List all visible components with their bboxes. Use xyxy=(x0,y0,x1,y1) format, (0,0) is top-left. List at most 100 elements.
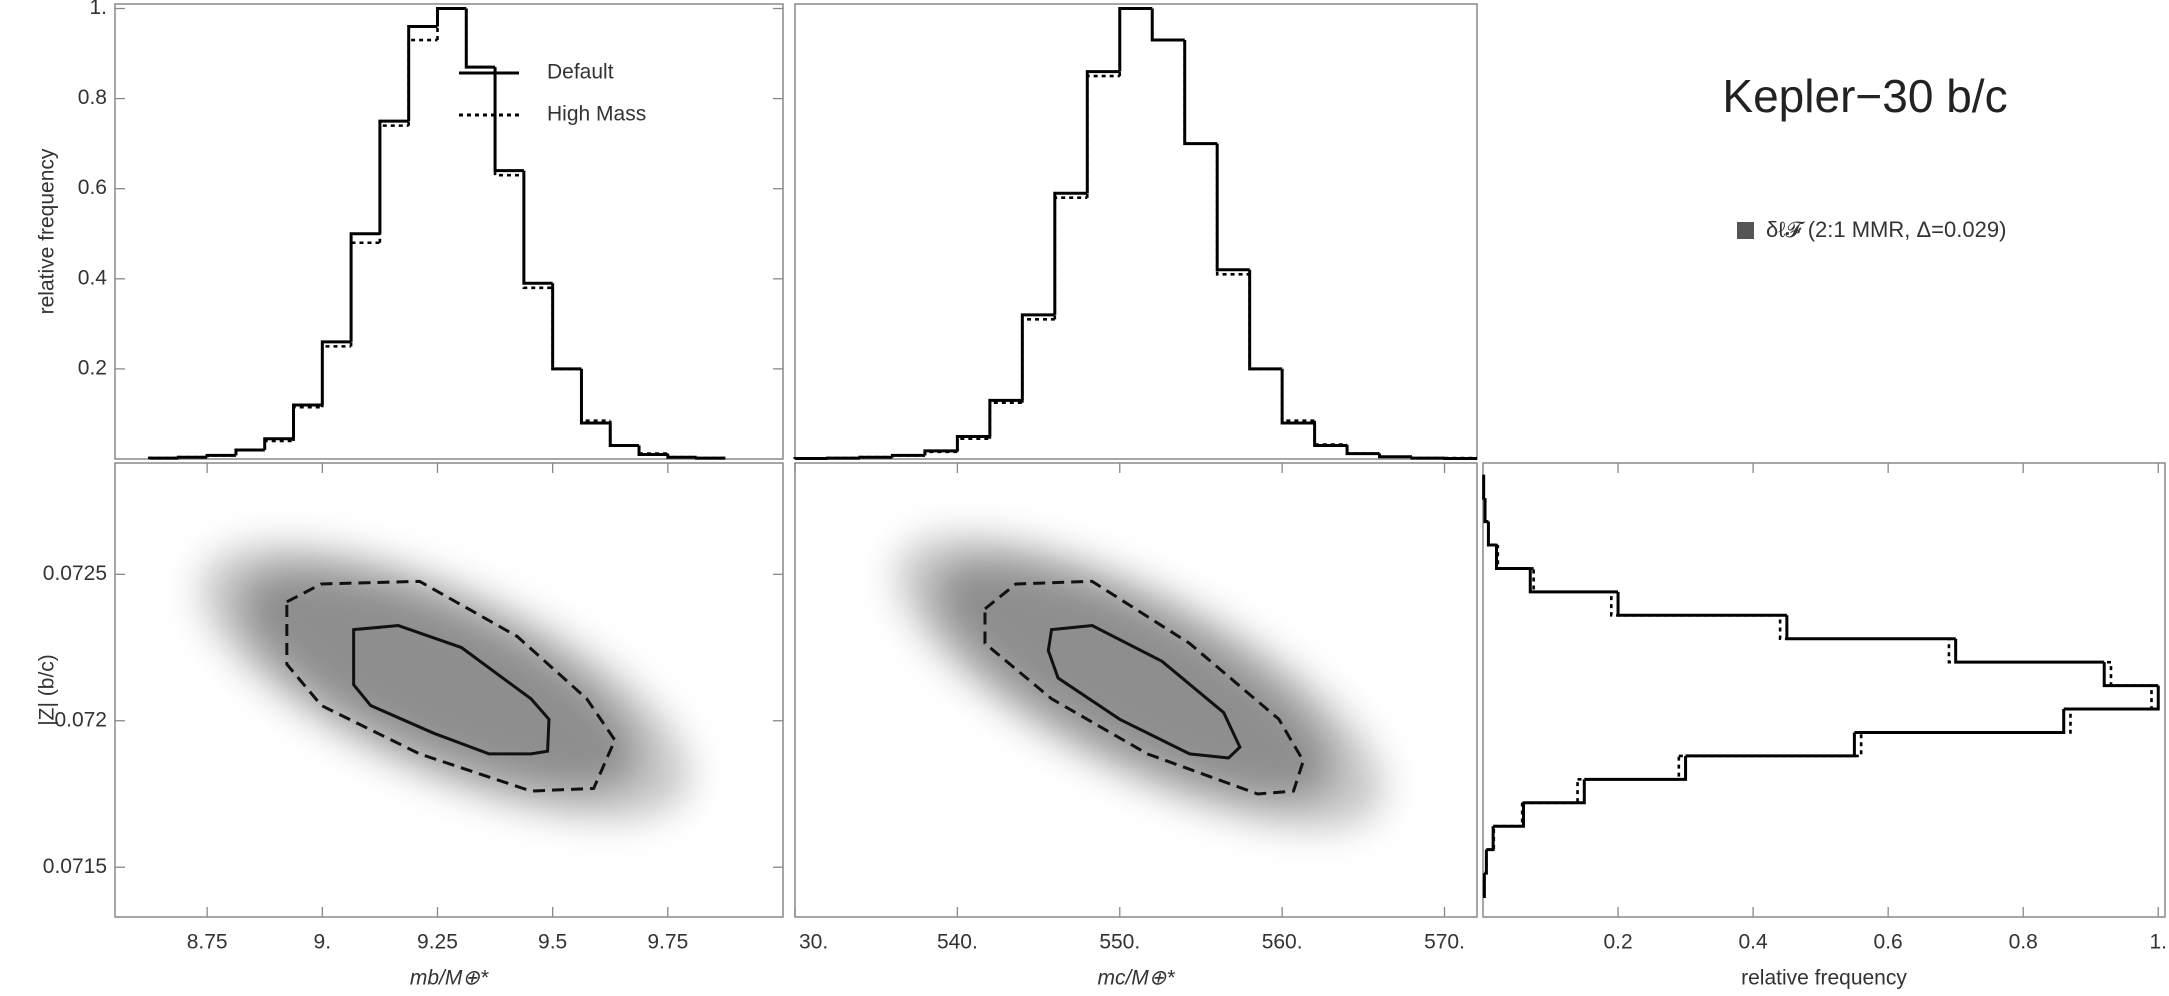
histogram-step xyxy=(522,170,553,285)
histogram-step xyxy=(988,401,1023,439)
x-tick-label: 570. xyxy=(1424,931,1465,954)
contour xyxy=(983,579,1305,796)
histogram-step xyxy=(1118,7,1153,77)
histogram-step xyxy=(1528,568,1619,594)
y-tick-label: 0.0715 xyxy=(43,855,107,878)
histogram-step xyxy=(1313,422,1348,447)
histogram-step xyxy=(1487,521,1498,547)
legend-label: Default xyxy=(547,61,614,84)
histogram-step xyxy=(1484,849,1488,875)
histogram-step xyxy=(1484,849,1488,875)
histogram-step xyxy=(1947,638,2111,664)
x-tick-label: 30. xyxy=(799,931,828,954)
histogram-step xyxy=(1493,802,1524,828)
y-tick-label: 0.2 xyxy=(78,356,107,379)
contour xyxy=(352,624,551,756)
plot-frame xyxy=(114,462,784,918)
histogram-step xyxy=(2070,685,2153,711)
histogram-step xyxy=(349,241,380,347)
histogram-step xyxy=(608,420,640,447)
histogram-step xyxy=(1483,498,1489,524)
figure-title: Kepler−30 b/c xyxy=(1722,70,2007,122)
x-axis-label: mb/M⊕* xyxy=(410,967,489,990)
histogram-step xyxy=(1482,474,1486,500)
histogram-step xyxy=(1486,521,1497,547)
histogram-step xyxy=(608,422,640,447)
histogram-step xyxy=(1954,638,2105,664)
histogram-step xyxy=(1532,568,1612,594)
histogram-step xyxy=(407,38,438,126)
histogram-step xyxy=(1685,732,1856,758)
contour xyxy=(1046,624,1242,760)
histogram-step xyxy=(1523,779,1586,805)
histogram-step xyxy=(320,340,352,405)
histogram-step xyxy=(956,437,990,452)
y-tick-label: 0.0725 xyxy=(43,562,107,585)
y-tick-label: 0.8 xyxy=(78,86,107,109)
histogram-step xyxy=(234,448,265,456)
histogram-step xyxy=(1861,709,2072,734)
histogram-step xyxy=(1118,7,1153,72)
y-tick-label: 0.072 xyxy=(54,708,107,731)
histogram-step xyxy=(1215,143,1250,272)
histogram-step xyxy=(988,398,1023,437)
histogram-step xyxy=(1854,709,2066,734)
legend-swatch xyxy=(1737,222,1754,239)
histogram-step xyxy=(695,456,726,460)
x-tick-label: 9. xyxy=(314,931,332,954)
histogram-step xyxy=(321,345,352,408)
histogram-step xyxy=(522,175,553,290)
x-tick-label: 1. xyxy=(2149,931,2167,954)
histogram-step xyxy=(580,368,611,423)
histogram-step xyxy=(493,67,524,173)
histogram-step xyxy=(205,454,236,458)
histogram-step xyxy=(666,453,697,459)
histogram-step xyxy=(1150,8,1185,42)
legend-label: High Mass xyxy=(547,103,646,126)
plot-frame xyxy=(794,3,1478,460)
point-cloud xyxy=(199,543,691,821)
histogram-step xyxy=(464,8,496,69)
x-tick-label: 0.2 xyxy=(1603,931,1632,954)
y-tick-label: 1. xyxy=(89,0,107,19)
histogram-step xyxy=(891,454,925,458)
histogram-step xyxy=(1020,313,1055,401)
histogram-step xyxy=(2102,662,2159,688)
x-axis-label: relative frequency xyxy=(1741,967,1907,990)
x-tick-label: 560. xyxy=(1262,931,1303,954)
x-tick-label: 8.75 xyxy=(187,931,228,954)
histogram-step xyxy=(1482,474,1486,500)
histogram-step xyxy=(1486,826,1496,851)
histogram-step xyxy=(1482,873,1486,898)
x-tick-label: 0.8 xyxy=(2009,931,2038,954)
x-tick-label: 0.4 xyxy=(1738,931,1768,954)
histogram-step xyxy=(1313,420,1348,446)
histogram-step xyxy=(378,119,409,234)
histogram-step xyxy=(1522,779,1579,805)
histogram-step xyxy=(637,445,668,455)
histogram-step xyxy=(464,8,496,69)
histogram-step xyxy=(1215,143,1250,276)
histogram-step xyxy=(1778,615,1949,641)
histogram-step xyxy=(858,455,893,459)
histogram-step xyxy=(551,287,582,371)
histogram-step xyxy=(1584,755,1688,781)
histogram-step xyxy=(1053,196,1088,320)
histogram-step xyxy=(579,368,611,425)
x-tick-label: 9.5 xyxy=(538,931,567,954)
contour xyxy=(285,579,617,793)
histogram-step xyxy=(292,403,323,439)
histogram-step xyxy=(1486,826,1495,852)
histogram-step xyxy=(1493,802,1526,828)
histogram-step xyxy=(955,434,990,451)
histogram-step xyxy=(148,456,179,460)
histogram-step xyxy=(1410,456,1445,460)
plot-frame xyxy=(114,3,784,460)
histogram-step xyxy=(1678,732,1863,758)
x-tick-label: 540. xyxy=(937,931,978,954)
histogram-step xyxy=(292,405,323,441)
histogram-step xyxy=(436,7,467,41)
histogram-step xyxy=(1183,40,1218,146)
histogram-step xyxy=(263,439,294,450)
histogram-step xyxy=(1150,8,1185,42)
